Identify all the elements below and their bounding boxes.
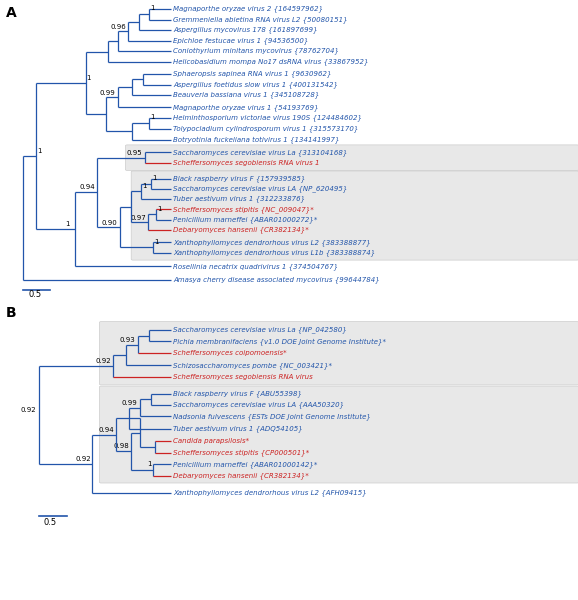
Text: 1: 1: [65, 221, 69, 227]
Text: A: A: [6, 6, 17, 20]
Text: Gremmeniella abietina RNA virus L2 {50080151}: Gremmeniella abietina RNA virus L2 {5008…: [173, 16, 348, 23]
Text: 0.98: 0.98: [113, 443, 129, 449]
Text: 0.92: 0.92: [96, 358, 112, 364]
Text: Tuber aestivum virus 1 {312233876}: Tuber aestivum virus 1 {312233876}: [173, 196, 306, 202]
Text: 1: 1: [150, 5, 155, 11]
Text: 1: 1: [153, 175, 157, 181]
Text: 0.94: 0.94: [98, 427, 114, 433]
Text: 0.99: 0.99: [99, 90, 115, 96]
FancyBboxPatch shape: [131, 171, 578, 260]
Text: 1: 1: [87, 75, 91, 81]
Text: Epichloe festucae virus 1 {94536500}: Epichloe festucae virus 1 {94536500}: [173, 37, 309, 44]
Text: 0.92: 0.92: [75, 456, 91, 462]
Text: Xanthophyllomyces dendrorhous virus L1b {383388874}: Xanthophyllomyces dendrorhous virus L1b …: [173, 249, 376, 256]
Text: Nadsonia fulvescens {ESTs DOE Joint Genome Institute}: Nadsonia fulvescens {ESTs DOE Joint Geno…: [173, 413, 371, 420]
Text: Botryotinia fuckeliana totivirus 1 {134141997}: Botryotinia fuckeliana totivirus 1 {1341…: [173, 136, 340, 143]
Text: B: B: [6, 306, 16, 320]
Text: Saccharomyces cerevisiae virus La {313104168}: Saccharomyces cerevisiae virus La {31310…: [173, 149, 348, 156]
FancyBboxPatch shape: [125, 145, 578, 170]
Text: Saccharomyces cerevisiae virus La {NP_042580}: Saccharomyces cerevisiae virus La {NP_04…: [173, 326, 347, 334]
Text: Coniothyrium minitans mycovirus {78762704}: Coniothyrium minitans mycovirus {7876270…: [173, 47, 339, 55]
Text: 1: 1: [37, 148, 42, 154]
Text: Schizosaccharomyces pombe {NC_003421}*: Schizosaccharomyces pombe {NC_003421}*: [173, 362, 332, 369]
Text: Candida parapsilosis*: Candida parapsilosis*: [173, 438, 250, 444]
Text: 1: 1: [157, 206, 162, 212]
Text: Penicillium marneffei {ABAR01000142}*: Penicillium marneffei {ABAR01000142}*: [173, 461, 318, 468]
Text: 0.92: 0.92: [21, 407, 36, 413]
Text: Debaryomyces hansenii {CR382134}*: Debaryomyces hansenii {CR382134}*: [173, 472, 309, 479]
Text: Debaryomyces hansenii {CR382134}*: Debaryomyces hansenii {CR382134}*: [173, 227, 309, 233]
Text: Scheffersomyces stipitis {NC_009047}*: Scheffersomyces stipitis {NC_009047}*: [173, 206, 314, 212]
Text: Magnaporthe oryzae virus 1 {54193769}: Magnaporthe oryzae virus 1 {54193769}: [173, 104, 319, 110]
Text: Scheffersomyces segobiensis RNA virus 1: Scheffersomyces segobiensis RNA virus 1: [173, 160, 320, 166]
Text: Aspergillus mycovirus 178 {161897699}: Aspergillus mycovirus 178 {161897699}: [173, 26, 318, 34]
Text: 0.90: 0.90: [102, 220, 117, 226]
Text: Helicobasidium mompa No17 dsRNA virus {33867952}: Helicobasidium mompa No17 dsRNA virus {3…: [173, 59, 369, 65]
Text: Sphaeropsis sapinea RNA virus 1 {9630962}: Sphaeropsis sapinea RNA virus 1 {9630962…: [173, 70, 332, 77]
Text: Amasya cherry disease associated mycovirus {99644784}: Amasya cherry disease associated mycovir…: [173, 276, 380, 283]
Text: 0.5: 0.5: [44, 518, 57, 527]
Text: 1: 1: [142, 183, 147, 189]
Text: Beauveria bassiana virus 1 {345108728}: Beauveria bassiana virus 1 {345108728}: [173, 92, 320, 98]
Text: 0.5: 0.5: [29, 290, 42, 299]
Text: Scheffersomyces coipomoensis*: Scheffersomyces coipomoensis*: [173, 350, 287, 356]
Text: Saccharomyces cerevisiae virus LA {AAA50320}: Saccharomyces cerevisiae virus LA {AAA50…: [173, 401, 344, 409]
Text: 0.94: 0.94: [80, 184, 95, 190]
Text: Aspergillus foetidus slow virus 1 {400131542}: Aspergillus foetidus slow virus 1 {40013…: [173, 81, 338, 88]
Text: Tolypocladium cylindrosporum virus 1 {315573170}: Tolypocladium cylindrosporum virus 1 {31…: [173, 125, 359, 132]
Text: Scheffersomyces stipitis {CP000501}*: Scheffersomyces stipitis {CP000501}*: [173, 449, 310, 457]
Text: Xanthophyllomyces dendrorhous virus L2 {383388877}: Xanthophyllomyces dendrorhous virus L2 {…: [173, 239, 371, 245]
Text: 0.96: 0.96: [111, 24, 127, 30]
Text: Magnaporthe oryzae virus 2 {164597962}: Magnaporthe oryzae virus 2 {164597962}: [173, 5, 324, 13]
Text: 1: 1: [150, 115, 155, 121]
Text: Scheffersomyces segobiensis RNA virus: Scheffersomyces segobiensis RNA virus: [173, 374, 313, 380]
Text: Black raspberry virus F {157939585}: Black raspberry virus F {157939585}: [173, 175, 306, 182]
Text: Black raspberry virus F {ABU55398}: Black raspberry virus F {ABU55398}: [173, 390, 302, 397]
Text: Tuber aestivum virus 1 {ADQ54105}: Tuber aestivum virus 1 {ADQ54105}: [173, 425, 303, 433]
Text: 0.95: 0.95: [126, 149, 142, 155]
FancyBboxPatch shape: [99, 322, 578, 385]
Text: Xanthophyllomyces dendrorhous virus L2 {AFH09415}: Xanthophyllomyces dendrorhous virus L2 {…: [173, 489, 367, 496]
FancyBboxPatch shape: [99, 386, 578, 483]
Text: 0.99: 0.99: [121, 400, 137, 406]
Text: Pichia membranifaciens {v1.0 DOE Joint Genome Institute}*: Pichia membranifaciens {v1.0 DOE Joint G…: [173, 338, 387, 345]
Text: 1: 1: [147, 461, 152, 467]
Text: Saccharomyces cerevisiae virus LA {NP_620495}: Saccharomyces cerevisiae virus LA {NP_62…: [173, 185, 348, 193]
Text: Penicillium marneffei {ABAR01000272}*: Penicillium marneffei {ABAR01000272}*: [173, 216, 318, 223]
Text: 0.97: 0.97: [131, 215, 146, 221]
Text: Rosellinia necatrix quadrivirus 1 {374504767}: Rosellinia necatrix quadrivirus 1 {37450…: [173, 263, 339, 269]
Text: Helminthosporium victoriae virus 190S {124484602}: Helminthosporium victoriae virus 190S {1…: [173, 115, 362, 121]
Text: 1: 1: [154, 239, 159, 245]
Text: 0.93: 0.93: [119, 337, 135, 343]
